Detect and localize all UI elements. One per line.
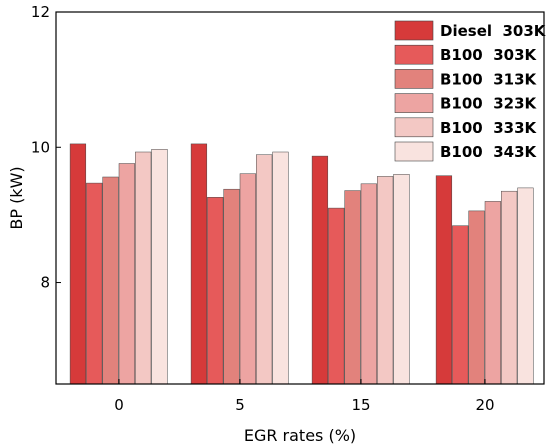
bar-b100-323k-5 — [239, 173, 256, 385]
legend-label: B100 323K — [440, 95, 537, 113]
bar-b100-333k-0 — [135, 151, 152, 385]
bar-b100-313k-5 — [223, 188, 240, 385]
bar-b100-323k-0 — [118, 163, 135, 385]
legend-swatch — [394, 141, 434, 162]
y-axis: 8 10 12 — [31, 3, 61, 292]
bar-diesel-303k-5 — [190, 143, 208, 385]
x-tick-label: 20 — [475, 396, 494, 414]
bar-diesel-303k-20 — [435, 175, 453, 385]
legend-swatch — [394, 117, 434, 138]
x-tick-label: 15 — [351, 396, 370, 414]
bar-b100-303k-5 — [207, 197, 224, 385]
x-tick-label: 5 — [235, 396, 245, 414]
legend-swatch — [394, 44, 434, 65]
legend-swatch — [394, 20, 434, 41]
bar-b100-333k-20 — [501, 190, 518, 385]
legend-label: B100 333K — [440, 119, 537, 137]
legend-swatch — [394, 93, 434, 113]
bar-b100-343k-20 — [517, 187, 534, 385]
bar-b100-323k-20 — [484, 201, 501, 385]
bar-b100-303k-15 — [328, 207, 345, 385]
bar-b100-343k-5 — [272, 151, 289, 385]
legend-label: B100 343K — [440, 143, 537, 161]
bar-b100-303k-0 — [86, 182, 103, 385]
bar-b100-303k-20 — [452, 225, 469, 385]
bar-diesel-303k-15 — [311, 155, 329, 385]
x-axis-label: EGR rates (%) — [244, 426, 356, 445]
bar-b100-343k-15 — [393, 174, 410, 385]
bar-b100-313k-20 — [468, 210, 485, 385]
legend-label: B100 303K — [440, 46, 537, 64]
y-tick-label: 10 — [31, 138, 50, 156]
bar-b100-323k-15 — [360, 183, 377, 385]
legend-label: B100 313K — [440, 70, 537, 88]
y-tick-label: 12 — [31, 3, 50, 21]
bars-layer — [69, 143, 534, 385]
x-tick-label: 0 — [114, 396, 124, 414]
bar-b100-313k-15 — [344, 190, 361, 385]
bar-b100-333k-15 — [377, 176, 394, 385]
x-axis: 0 5 15 20 — [114, 379, 495, 414]
y-tick-label: 8 — [40, 274, 50, 292]
plot-frame — [55, 11, 545, 385]
bar-b100-313k-0 — [102, 176, 119, 385]
legend: Diesel 303K B100 303K B100 313K B100 323K B1… — [394, 20, 547, 162]
bar-b100-333k-5 — [256, 154, 273, 385]
legend-label: Diesel 303K — [440, 22, 547, 40]
bar-diesel-303k-0 — [69, 143, 87, 385]
bar-b100-343k-0 — [151, 149, 168, 385]
y-axis-label: BP (kW) — [7, 166, 26, 229]
legend-swatch — [394, 69, 434, 89]
